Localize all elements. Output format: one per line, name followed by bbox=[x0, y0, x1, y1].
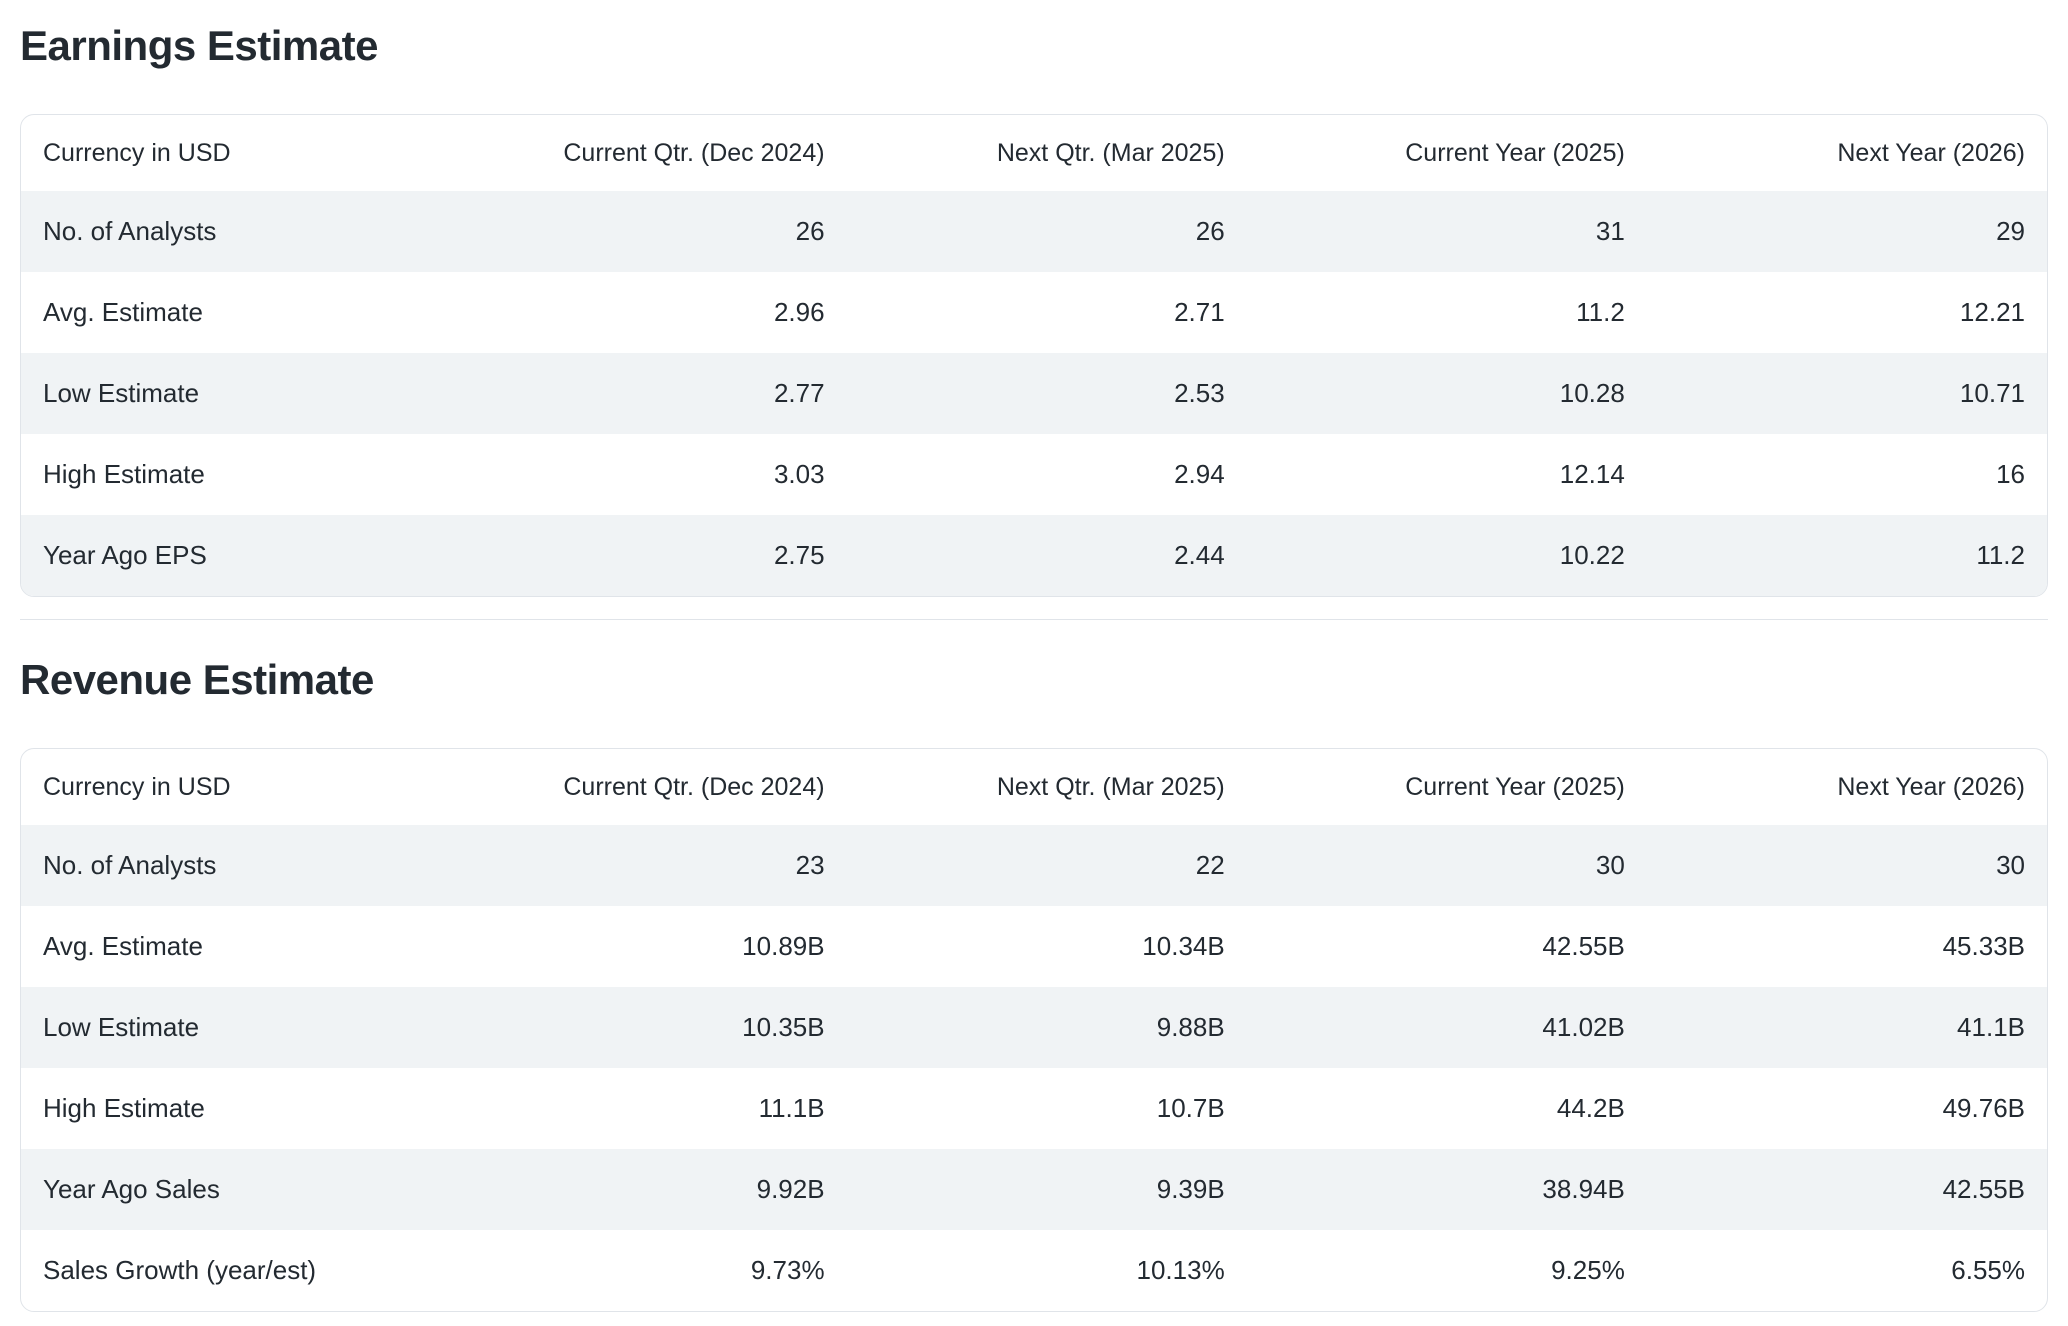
value-cell: 42.55B bbox=[1942, 1174, 2025, 1204]
value-cell: 10.34B bbox=[1142, 931, 1225, 961]
value-cell: 10.13% bbox=[1136, 1255, 1225, 1285]
table-row: No. of Analysts 23 22 30 30 bbox=[21, 825, 2047, 906]
value-cell: 31 bbox=[1595, 216, 1625, 246]
value-cell: 11.2 bbox=[1576, 297, 1625, 327]
value-cell: 6.55% bbox=[1951, 1255, 2025, 1285]
table-row: Year Ago EPS 2.75 2.44 10.22 11.2 bbox=[21, 515, 2047, 596]
value-cell: 9.39B bbox=[1156, 1174, 1225, 1204]
value-cell: 42.55B bbox=[1542, 931, 1625, 961]
value-cell: 10.22 bbox=[1559, 540, 1625, 570]
period-header-cell: Current Qtr. (Dec 2024) bbox=[563, 138, 825, 167]
period-header-cell: Current Year (2025) bbox=[1405, 772, 1625, 801]
value-cell: 12.21 bbox=[1959, 297, 2025, 327]
earnings-estimate-table: Currency in USD Current Qtr. (Dec 2024) Ne… bbox=[21, 115, 2047, 596]
value-cell: 2.53 bbox=[1174, 378, 1225, 408]
value-cell: 41.02B bbox=[1542, 1012, 1625, 1042]
currency-header-cell: Currency in USD bbox=[43, 772, 231, 801]
value-cell: 10.28 bbox=[1559, 378, 1625, 408]
revenue-estimate-section: Revenue Estimate Currency in USD Current … bbox=[20, 656, 2048, 1312]
revenue-estimate-title: Revenue Estimate bbox=[20, 656, 374, 703]
value-cell: 9.73% bbox=[750, 1255, 825, 1285]
row-label: Year Ago EPS bbox=[43, 540, 207, 570]
row-label: High Estimate bbox=[43, 1093, 205, 1123]
value-cell: 41.1B bbox=[1957, 1012, 2025, 1042]
value-cell: 26 bbox=[1195, 216, 1225, 246]
value-cell: 2.75 bbox=[773, 540, 825, 570]
table-row: Avg. Estimate 10.89B 10.34B 42.55B 45.33B bbox=[21, 906, 2047, 987]
row-label: No. of Analysts bbox=[43, 850, 217, 880]
table-row: Year Ago Sales 9.92B 9.39B 38.94B 42.55B bbox=[21, 1149, 2047, 1230]
period-header-cell: Next Year (2026) bbox=[1837, 138, 2025, 167]
value-cell: 23 bbox=[795, 850, 825, 880]
row-label: No. of Analysts bbox=[43, 216, 217, 246]
value-cell: 12.14 bbox=[1559, 459, 1625, 489]
value-cell: 11.2 bbox=[1976, 540, 2025, 570]
earnings-estimate-table-card: Currency in USD Current Qtr. (Dec 2024) Ne… bbox=[20, 114, 2048, 597]
row-label: Year Ago Sales bbox=[43, 1174, 220, 1204]
table-row: Low Estimate 10.35B 9.88B 41.02B 41.1B bbox=[21, 987, 2047, 1068]
value-cell: 16 bbox=[1996, 459, 2025, 489]
table-row: No. of Analysts 26 26 31 29 bbox=[21, 191, 2047, 272]
revenue-estimate-table-card: Currency in USD Current Qtr. (Dec 2024) Ne… bbox=[20, 748, 2048, 1312]
value-cell: 9.25% bbox=[1551, 1255, 1625, 1285]
period-header-cell: Current Qtr. (Dec 2024) bbox=[563, 772, 825, 801]
value-cell: 2.77 bbox=[773, 378, 825, 408]
table-header-row: Currency in USD Current Qtr. (Dec 2024) Ne… bbox=[21, 749, 2047, 825]
period-header-cell: Next Qtr. (Mar 2025) bbox=[996, 772, 1225, 801]
row-label: Low Estimate bbox=[43, 378, 200, 408]
period-header-cell: Next Year (2026) bbox=[1837, 772, 2025, 801]
value-cell: 10.35B bbox=[742, 1012, 825, 1042]
value-cell: 22 bbox=[1195, 850, 1225, 880]
currency-header-cell: Currency in USD bbox=[43, 138, 231, 167]
value-cell: 9.92B bbox=[756, 1174, 825, 1204]
row-label: Avg. Estimate bbox=[43, 297, 203, 327]
revenue-estimate-table: Currency in USD Current Qtr. (Dec 2024) Ne… bbox=[21, 749, 2047, 1311]
row-label: Low Estimate bbox=[43, 1012, 200, 1042]
row-label: High Estimate bbox=[43, 459, 205, 489]
table-header-row: Currency in USD Current Qtr. (Dec 2024) Ne… bbox=[21, 115, 2047, 191]
section-divider bbox=[20, 619, 2048, 620]
table-row: Low Estimate 2.77 2.53 10.28 10.71 bbox=[21, 353, 2047, 434]
earnings-estimate-section: Earnings Estimate Currency in USD Current… bbox=[20, 22, 2048, 597]
row-label: Avg. Estimate bbox=[43, 931, 203, 961]
value-cell: 29 bbox=[1996, 216, 2025, 246]
value-cell: 2.94 bbox=[1174, 459, 1225, 489]
table-row: High Estimate 11.1B 10.7B 44.2B 49.76B bbox=[21, 1068, 2047, 1149]
value-cell: 10.89B bbox=[742, 931, 825, 961]
value-cell: 30 bbox=[1996, 850, 2025, 880]
value-cell: 38.94B bbox=[1542, 1174, 1625, 1204]
value-cell: 2.71 bbox=[1174, 297, 1225, 327]
value-cell: 49.76B bbox=[1942, 1093, 2025, 1123]
value-cell: 10.7B bbox=[1156, 1093, 1225, 1123]
table-row: High Estimate 3.03 2.94 12.14 16 bbox=[21, 434, 2047, 515]
value-cell: 11.1B bbox=[758, 1093, 825, 1123]
value-cell: 9.88B bbox=[1156, 1012, 1225, 1042]
value-cell: 30 bbox=[1595, 850, 1625, 880]
value-cell: 44.2B bbox=[1556, 1093, 1625, 1123]
earnings-estimate-title: Earnings Estimate bbox=[20, 22, 378, 69]
value-cell: 45.33B bbox=[1942, 931, 2025, 961]
value-cell: 26 bbox=[795, 216, 825, 246]
table-row: Sales Growth (year/est) 9.73% 10.13% 9.25% 6… bbox=[21, 1230, 2047, 1311]
value-cell: 10.71 bbox=[1959, 378, 2025, 408]
period-header-cell: Next Qtr. (Mar 2025) bbox=[996, 138, 1225, 167]
value-cell: 2.44 bbox=[1174, 540, 1225, 570]
row-label: Sales Growth (year/est) bbox=[43, 1255, 317, 1285]
table-row: Avg. Estimate 2.96 2.71 11.2 12.21 bbox=[21, 272, 2047, 353]
period-header-cell: Current Year (2025) bbox=[1405, 138, 1625, 167]
value-cell: 3.03 bbox=[773, 459, 825, 489]
value-cell: 2.96 bbox=[773, 297, 825, 327]
